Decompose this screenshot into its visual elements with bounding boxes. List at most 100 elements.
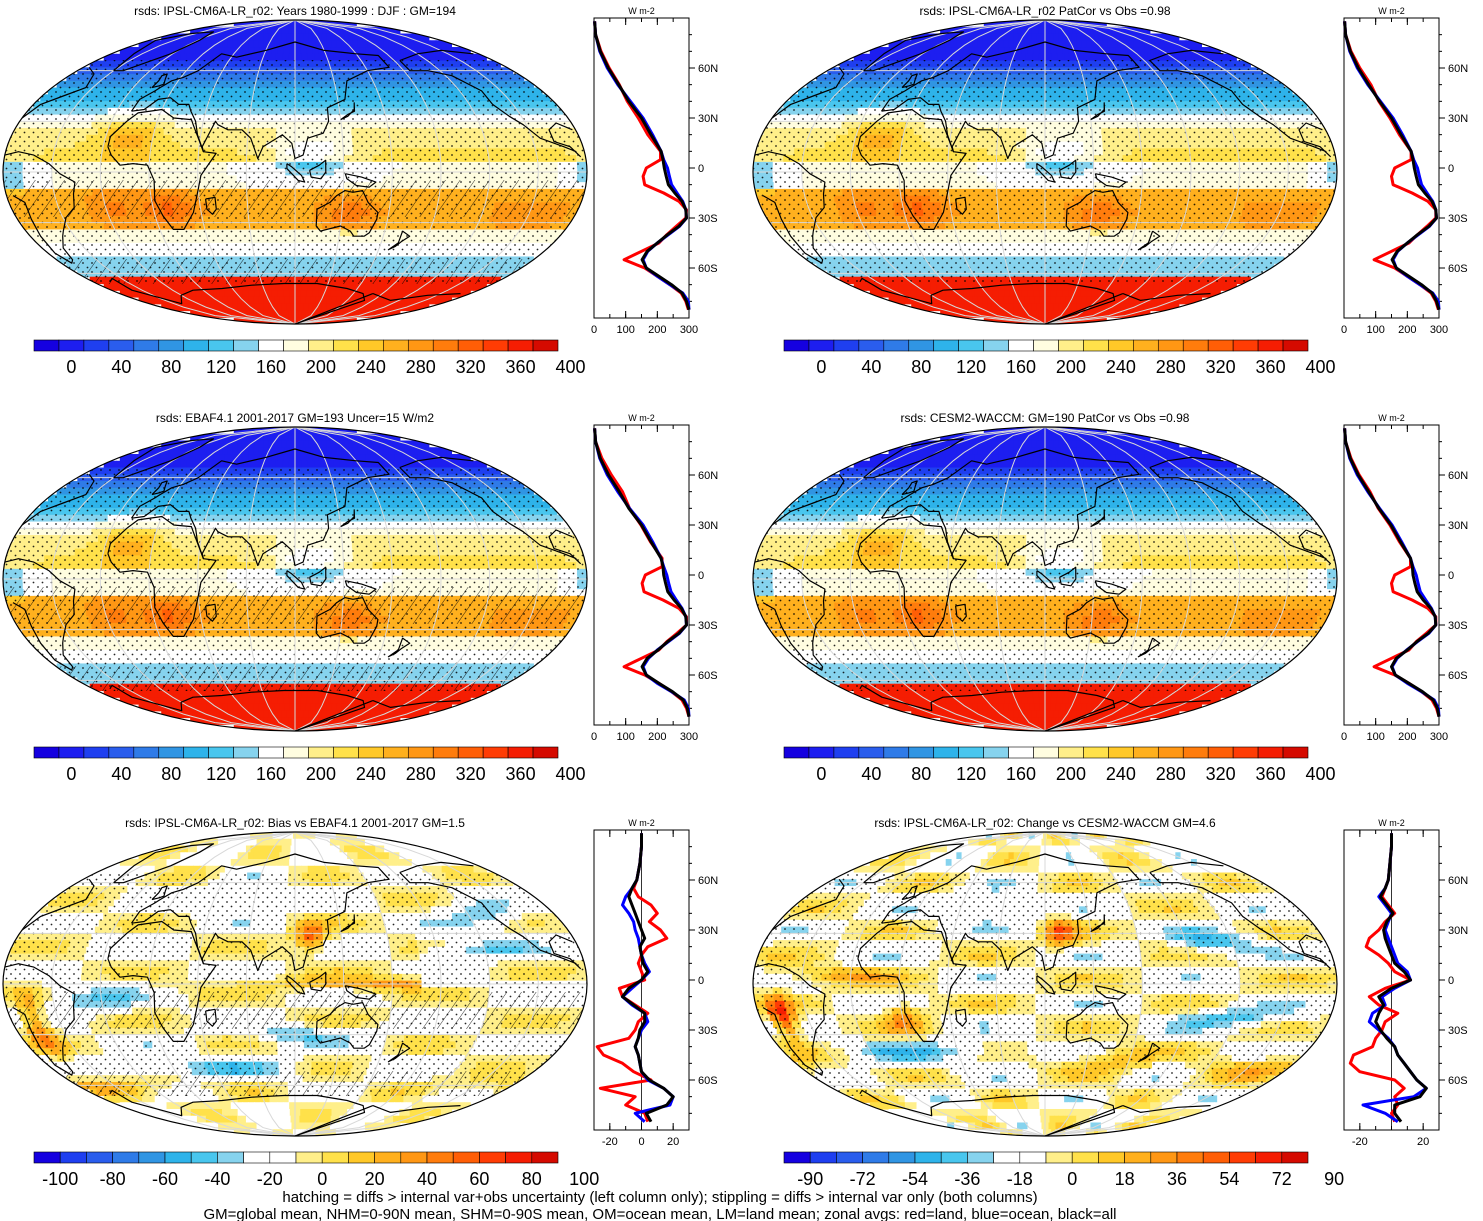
colorbar-tick-label: -40 [204, 1169, 230, 1189]
coastline [309, 566, 327, 587]
coastline [754, 963, 826, 1076]
profile-x-label: 20 [1417, 1136, 1429, 1148]
map-field [3, 427, 587, 731]
colorbar-swatch [1008, 339, 1034, 352]
colorbar-swatch [133, 339, 160, 352]
colorbar-swatch [1083, 746, 1109, 759]
coastline [315, 597, 379, 644]
colorbar-swatch [836, 1151, 863, 1164]
colorbar-tick-label: 120 [206, 764, 236, 784]
map-field [3, 20, 587, 324]
colorbar-swatch [532, 746, 559, 759]
colorbar-swatch [269, 1151, 297, 1164]
colorbar-swatch [482, 339, 509, 352]
coastline [1137, 637, 1161, 658]
colorbar-swatch [457, 746, 484, 759]
colorbar-tick-label: -80 [100, 1169, 126, 1189]
colorbar-tick-label: 400 [555, 764, 585, 784]
colorbar-tick-label: 54 [1219, 1169, 1239, 1189]
profile-units: W m-2 [1378, 818, 1405, 828]
colorbar-tick-label: 80 [161, 764, 181, 784]
colorbar-swatch [1133, 339, 1159, 352]
coastline [151, 480, 168, 496]
coastline [1065, 190, 1129, 237]
colorbar-swatch [83, 339, 110, 352]
colorbar-tick-label: 400 [1305, 357, 1335, 377]
coastline [1059, 566, 1077, 587]
colorbar-swatch [33, 1151, 61, 1164]
panel-title: rsds: IPSL-CM6A-LR_r02: Bias vs EBAF4.1 … [125, 816, 465, 830]
coastline [21, 861, 582, 970]
colorbar-swatch [1157, 339, 1184, 352]
colorbar-tick-label: -60 [152, 1169, 178, 1189]
colorbar-tick-label: 240 [1106, 764, 1136, 784]
profile-x-label: 200 [1398, 731, 1416, 743]
colorbar-swatch [531, 1151, 559, 1164]
colorbar-swatch [858, 746, 885, 759]
coastline [151, 885, 168, 901]
profile-x-label: 0 [1341, 731, 1347, 743]
colorbar-tick-label: 90 [1324, 1169, 1344, 1189]
profile-units: W m-2 [1378, 413, 1405, 423]
colorbar-swatch [1232, 746, 1259, 759]
colorbar-swatch [358, 339, 384, 352]
coastline [1036, 975, 1056, 995]
coastline [340, 102, 356, 121]
coastline [771, 49, 1332, 158]
coastline [859, 277, 1211, 324]
coastline [955, 603, 967, 622]
colorbar-swatch [258, 746, 284, 759]
colorbar-tick-label: 320 [456, 764, 486, 784]
colorbar-swatch [138, 1151, 166, 1164]
profile-lat-label: 30N [1448, 113, 1468, 125]
profile-lat-label: 30N [1448, 925, 1468, 937]
profile-x-label: 300 [680, 731, 698, 743]
colorbar-swatch [333, 746, 359, 759]
profile-lat-label: 60N [698, 875, 718, 887]
colorbar-tick-label: -18 [1007, 1169, 1033, 1189]
colorbar-swatch [783, 1151, 811, 1164]
coastline [857, 515, 967, 637]
coastline [857, 108, 967, 230]
colorbar-tick-label: 200 [306, 357, 336, 377]
profile-lat-label: 0 [1448, 975, 1454, 987]
colorbar-swatch [33, 746, 60, 759]
coastline [151, 73, 168, 89]
coastline [1065, 597, 1129, 644]
panel-title: rsds: EBAF4.1 2001-2017 GM=193 Uncer=15 … [156, 411, 434, 425]
coastline [859, 1089, 1211, 1136]
colorbar-tick-label: 0 [317, 1169, 327, 1189]
colorbar-tick-label: 400 [1305, 764, 1335, 784]
profile-x-label: 300 [1430, 324, 1448, 336]
colorbar-swatch [426, 1151, 454, 1164]
colorbar-swatch [208, 746, 234, 759]
map-field [753, 427, 1337, 731]
coastline [881, 448, 1140, 567]
colorbar-tick-label: -100 [42, 1169, 78, 1189]
panel-title: rsds: CESM2-WACCM: GM=190 PatCor vs Obs … [901, 411, 1190, 425]
colorbar-tick-label: 320 [456, 357, 486, 377]
colorbar-swatch [1071, 1151, 1099, 1164]
zonal-profile: 60N 30N 0 30S 60S 0 100 200 300 W m-2 [1341, 413, 1468, 743]
colorbar-swatch [432, 746, 459, 759]
colorbar-swatch [993, 1151, 1021, 1164]
coastline [1137, 1042, 1161, 1063]
colorbar-swatch [333, 339, 359, 352]
colorbar-swatch [532, 339, 559, 352]
colorbar-swatch [233, 746, 259, 759]
colorbar-swatch [940, 1151, 968, 1164]
colorbar-tick-label: 0 [1067, 1169, 1077, 1189]
colorbar-tick-label: 240 [1106, 357, 1136, 377]
colorbar-swatch [933, 746, 959, 759]
colorbar-tick-label: 40 [111, 357, 131, 377]
profile-x-label: 300 [1430, 731, 1448, 743]
colorbar-swatch [1008, 746, 1034, 759]
colorbar-tick-label: 160 [256, 357, 286, 377]
panel-title: rsds: IPSL-CM6A-LR_r02: Change vs CESM2-… [874, 816, 1216, 830]
colorbar-tick-label: 80 [522, 1169, 542, 1189]
colorbar-swatch [1257, 746, 1284, 759]
profile-lat-label: 30S [1448, 620, 1468, 632]
colorbar-tick-label: 80 [911, 357, 931, 377]
colorbar: 0 40 80 120 160 200 240 280 320 360 400 [783, 746, 1335, 784]
profile-lat-label: 30N [698, 520, 718, 532]
